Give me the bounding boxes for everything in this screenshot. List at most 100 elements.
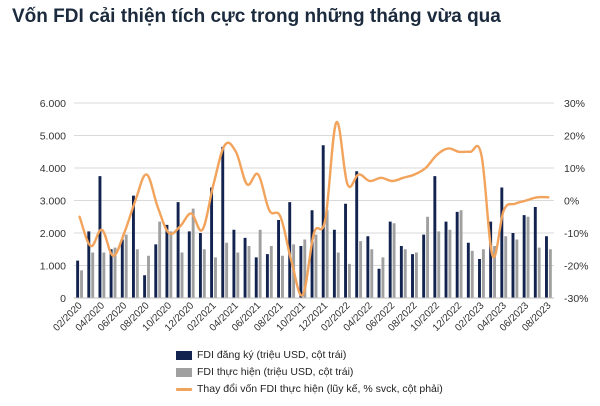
bar-fdi-registered	[277, 220, 281, 298]
bar-fdi-registered	[366, 236, 370, 298]
legend-label-realized: FDI thực hiện (triệu USD, cột trái)	[197, 366, 354, 378]
bar-fdi-registered	[344, 203, 347, 298]
bar-fdi-realized	[359, 241, 363, 298]
bar-fdi-realized	[325, 210, 329, 298]
y-left-tick-label: 3.000	[40, 196, 66, 208]
bar-fdi-realized	[470, 250, 474, 298]
bar-fdi-realized	[548, 249, 552, 298]
bar-fdi-realized	[158, 221, 162, 298]
bar-fdi-registered	[176, 202, 180, 298]
legend-label-registered: FDI đăng ký (triệu USD, cột trái)	[197, 349, 347, 361]
line-fdi-growth	[78, 121, 550, 297]
bar-fdi-realized	[269, 246, 273, 298]
fdi-combo-chart: 0 1.000 2.000 3.000 4.000 5.000 6.000 -30% -20% -…	[40, 98, 589, 334]
y-right-tick-label: 20%	[564, 131, 585, 143]
bar-fdi-registered	[154, 244, 158, 298]
bar-fdi-registered	[221, 146, 225, 298]
bar-fdi-registered	[310, 210, 314, 298]
bar-fdi-realized	[236, 252, 240, 298]
bar-fdi-registered	[232, 229, 236, 298]
y-right-tick-label: 0%	[564, 196, 579, 208]
bar-fdi-registered	[388, 221, 392, 298]
bar-fdi-registered	[265, 254, 269, 298]
bar-fdi-registered	[522, 215, 526, 298]
bar-fdi-registered	[131, 195, 135, 298]
bar-fdi-realized	[202, 249, 206, 298]
bar-fdi-realized	[247, 246, 251, 298]
bar-fdi-registered	[545, 236, 548, 298]
bar-fdi-registered	[500, 187, 504, 298]
bar-fdi-registered	[399, 246, 403, 298]
legend-swatch-realized	[176, 368, 192, 377]
y-left-tick-label: 0	[60, 293, 66, 305]
y-left-tick-label: 2.000	[40, 228, 66, 240]
bar-fdi-realized	[504, 236, 508, 298]
bar-fdi-registered	[466, 242, 470, 298]
bar-fdi-realized	[91, 252, 95, 298]
bar-fdi-registered	[254, 257, 258, 298]
bar-fdi-realized	[426, 216, 430, 298]
bar-fdi-realized	[225, 242, 229, 298]
y-left-tick-label: 4.000	[40, 163, 66, 175]
bar-fdi-realized	[459, 210, 463, 298]
bar-fdi-registered	[210, 187, 214, 298]
bar-fdi-realized	[191, 208, 195, 298]
bar-fdi-registered	[187, 231, 191, 298]
legend-swatch-registered	[176, 351, 192, 360]
bar-fdi-realized	[258, 229, 262, 298]
bar-fdi-registered	[411, 254, 414, 298]
bar-fdi-realized	[113, 247, 117, 298]
bar-fdi-realized	[437, 231, 441, 298]
bar-fdi-realized	[493, 246, 497, 298]
bar-fdi-realized	[303, 239, 307, 298]
bar-fdi-realized	[281, 255, 284, 298]
bar-fdi-registered	[165, 224, 169, 298]
bar-fdi-registered	[109, 249, 113, 298]
bar-fdi-realized	[102, 252, 106, 298]
bar-fdi-realized	[124, 234, 128, 298]
bar-fdi-realized	[515, 239, 519, 298]
bar-fdi-registered	[533, 207, 537, 298]
legend-item-registered: FDI đăng ký (triệu USD, cột trái)	[176, 347, 443, 364]
y-right-tick-label: -10%	[564, 228, 589, 240]
legend-swatch-growth	[176, 388, 192, 391]
y-right-tick-label: 30%	[564, 98, 585, 110]
bar-fdi-registered	[332, 229, 336, 298]
bar-fdi-registered	[120, 239, 124, 298]
bar-fdi-registered	[87, 231, 91, 298]
bar-fdi-registered	[98, 176, 102, 298]
bar-fdi-registered	[143, 275, 147, 298]
bar-fdi-realized	[347, 263, 351, 298]
chart-title: Vốn FDI cải thiện tích cực trong những t…	[12, 6, 501, 27]
bar-fdi-registered	[377, 268, 381, 298]
y-right-tick-label: 10%	[564, 163, 585, 175]
y-left-tick-label: 6.000	[40, 98, 66, 110]
bar-fdi-realized	[169, 231, 173, 298]
y-right-tick-label: -30%	[564, 293, 589, 305]
bar-fdi-registered	[355, 171, 359, 298]
bar-fdi-registered	[198, 233, 202, 298]
bar-fdi-registered	[299, 246, 303, 298]
bar-fdi-registered	[76, 260, 80, 298]
y-left-tick-label: 1.000	[40, 261, 66, 273]
bar-fdi-registered	[511, 233, 515, 298]
bar-fdi-registered	[433, 176, 437, 298]
y-left-tick-label: 5.000	[40, 131, 66, 143]
bar-fdi-realized	[448, 229, 452, 298]
bar-fdi-realized	[214, 257, 217, 298]
bar-fdi-realized	[180, 252, 184, 298]
bar-fdi-realized	[481, 249, 485, 298]
bar-fdi-registered	[243, 237, 247, 298]
bar-fdi-registered	[321, 145, 325, 298]
bar-fdi-realized	[135, 249, 139, 298]
legend-item-growth: Thay đổi vốn FDI thực hiện (lũy kế, % sv…	[176, 381, 443, 398]
bar-fdi-realized	[80, 270, 83, 298]
bar-fdi-realized	[147, 255, 150, 298]
bar-fdi-realized	[381, 257, 385, 298]
bar-fdi-registered	[455, 211, 459, 298]
y-right-tick-label: -20%	[564, 261, 589, 273]
chart-legend: FDI đăng ký (triệu USD, cột trái) FDI th…	[176, 347, 443, 398]
bar-fdi-realized	[403, 249, 407, 298]
bar-fdi-registered	[489, 221, 493, 298]
bar-fdi-realized	[526, 216, 530, 298]
